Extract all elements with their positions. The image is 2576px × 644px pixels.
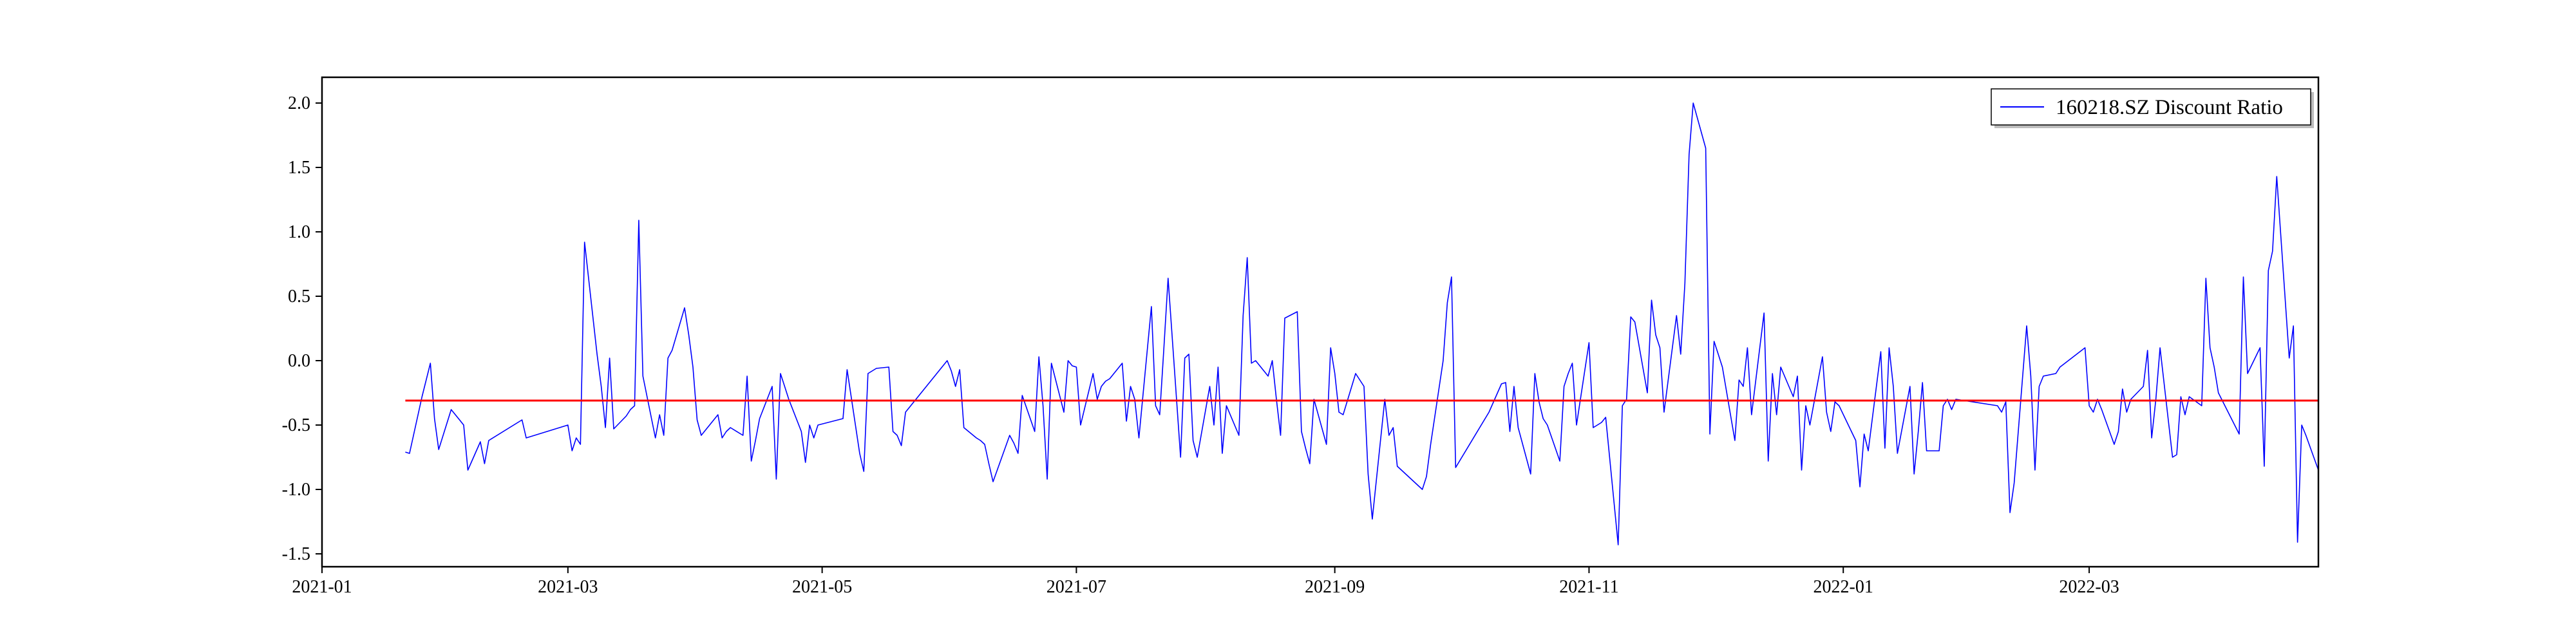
x-tick-label: 2022-01 <box>1814 577 1873 597</box>
y-tick-label: 1.0 <box>288 222 310 242</box>
x-tick-label: 2021-01 <box>292 577 352 597</box>
legend-box <box>1991 88 2311 126</box>
x-axis: 2021-01 2021-03 2021-05 2021-07 2021-09 2021-… <box>292 567 2119 597</box>
y-tick-label: 0.0 <box>288 351 310 371</box>
series-line-discount-ratio <box>405 102 2319 545</box>
y-tick-label: 2.0 <box>288 93 310 113</box>
legend-label-discount-ratio: 160218.SZ Discount Ratio <box>2056 96 2283 119</box>
x-tick-label: 2022-03 <box>2059 577 2119 597</box>
x-tick-label: 2021-11 <box>1559 577 1618 597</box>
x-tick-label: 2021-05 <box>792 577 852 597</box>
y-tick-label: 1.5 <box>288 158 310 178</box>
series-layer <box>405 102 2319 545</box>
y-tick-label: -0.5 <box>282 415 310 435</box>
x-tick-label: 2021-09 <box>1305 577 1365 597</box>
plot-frame <box>321 76 2320 568</box>
x-tick-label: 2021-07 <box>1046 577 1106 597</box>
y-tick-label: 0.5 <box>288 287 310 307</box>
y-tick-label: -1.5 <box>282 544 310 564</box>
legend: 160218.SZ Discount Ratio <box>1991 88 2314 128</box>
y-tick-label: -1.0 <box>282 480 310 500</box>
x-tick-label: 2021-03 <box>538 577 598 597</box>
y-axis: 2.0 1.5 1.0 0.5 0.0 -0.5 -1.0 -1.5 <box>282 93 322 564</box>
